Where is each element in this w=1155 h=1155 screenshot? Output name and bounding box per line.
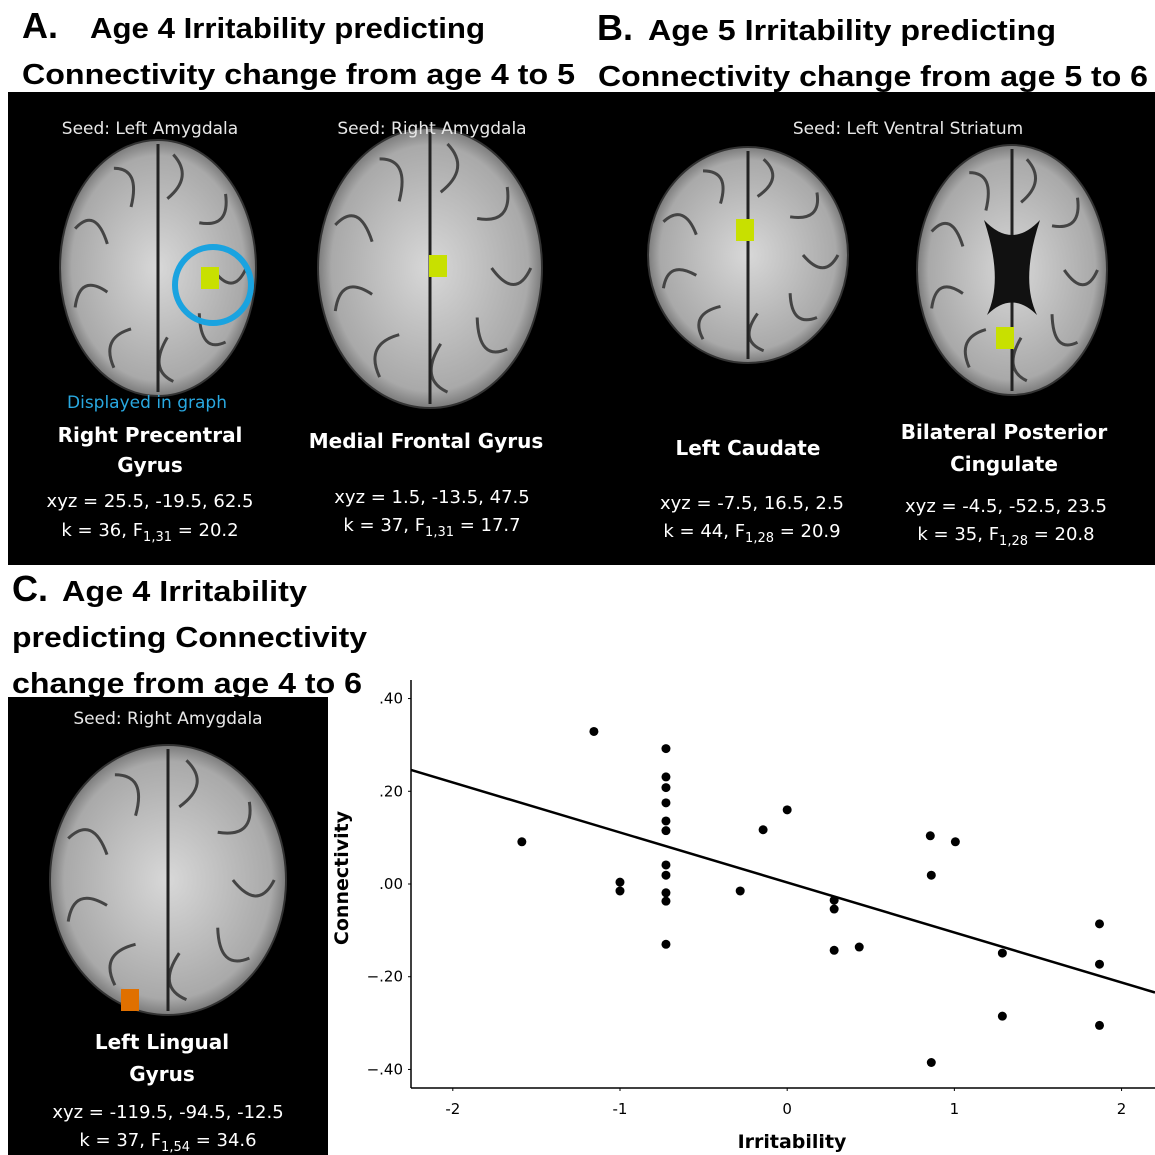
k-text: k = 44, F (663, 521, 745, 542)
activation-cluster (996, 327, 1014, 349)
activation-cluster (429, 255, 447, 277)
subscript: 1,31 (425, 525, 454, 540)
data-point (615, 886, 624, 895)
k-text: k = 35, F (917, 524, 999, 545)
coordinates: xyz = 1.5, -13.5, 47.5 (334, 487, 529, 508)
region-label: Medial Frontal Gyrus (309, 429, 544, 453)
data-point (830, 905, 839, 914)
fit-line (411, 770, 1155, 993)
panel-title: predicting Connectivity (12, 622, 367, 654)
data-point (661, 744, 670, 753)
y-axis-label: Connectivity (331, 810, 353, 945)
panel-title: Age 4 Irritability (62, 576, 307, 608)
data-point (661, 772, 670, 781)
data-point (927, 1058, 936, 1067)
coordinates: xyz = -7.5, 16.5, 2.5 (660, 493, 844, 514)
x-tick-label: 2 (1117, 1100, 1127, 1118)
panel-title: Connectivity change from age 4 to 5 (22, 59, 575, 91)
panel-letter: C. (12, 568, 48, 609)
y-tick-label: −.20 (367, 968, 403, 986)
scatter-chart: Irritability Connectivity .40 .20 .00 −.20 −… (331, 680, 1155, 1153)
region-label: Cingulate (950, 452, 1058, 476)
data-point (615, 878, 624, 887)
data-point (830, 946, 839, 955)
y-tick-label: −.40 (367, 1060, 403, 1078)
region-label: Left Lingual (95, 1030, 229, 1054)
data-point (589, 727, 598, 736)
seed-label: Seed: Left Amygdala (62, 119, 238, 139)
seed-label: Seed: Left Ventral Striatum (793, 119, 1023, 139)
coordinates: xyz = -119.5, -94.5, -12.5 (52, 1102, 283, 1123)
f-value: = 20.2 (172, 520, 239, 541)
region-label: Right Precentral (58, 423, 243, 447)
region-label: Gyrus (117, 453, 182, 477)
data-point (926, 831, 935, 840)
data-point (661, 798, 670, 807)
data-point (661, 888, 670, 897)
subscript: 1,54 (161, 1140, 190, 1155)
data-point (517, 837, 526, 846)
figure: A. Age 4 Irritability predicting Connect… (0, 0, 1155, 1155)
f-value: = 20.8 (1028, 524, 1095, 545)
graph-note: Displayed in graph (67, 393, 227, 413)
data-point (998, 949, 1007, 958)
data-point (661, 871, 670, 880)
f-value: = 20.9 (774, 521, 841, 542)
coordinates: xyz = -4.5, -52.5, 23.5 (905, 496, 1107, 517)
data-point (951, 837, 960, 846)
f-value: = 17.7 (454, 515, 521, 536)
data-point (661, 826, 670, 835)
panel-title: Connectivity change from age 5 to 6 (598, 61, 1148, 93)
data-point (736, 886, 745, 895)
data-point (830, 896, 839, 905)
data-point (759, 825, 768, 834)
data-point (783, 805, 792, 814)
activation-cluster (121, 989, 139, 1011)
k-text: k = 36, F (61, 520, 143, 541)
data-point (1095, 1021, 1104, 1030)
panel-letter: A. (22, 5, 58, 46)
k-text: k = 37, F (79, 1130, 161, 1151)
data-point (661, 783, 670, 792)
panel-title: Age 4 Irritability predicting (90, 13, 485, 45)
subscript: 1,31 (143, 530, 172, 545)
f-value: = 34.6 (190, 1130, 257, 1151)
data-point (855, 943, 864, 952)
subscript: 1,28 (745, 531, 774, 546)
data-point (661, 816, 670, 825)
y-tick-label: .40 (379, 690, 403, 708)
k-text: k = 37, F (343, 515, 425, 536)
region-label: Bilateral Posterior (901, 420, 1108, 444)
x-tick-label: -1 (613, 1100, 628, 1118)
coordinates: xyz = 25.5, -19.5, 62.5 (47, 491, 254, 512)
x-tick-label: 0 (782, 1100, 792, 1118)
x-tick-label: -2 (445, 1100, 460, 1118)
subscript: 1,28 (999, 534, 1028, 549)
region-label: Left Caudate (676, 436, 821, 460)
seed-label: Seed: Right Amygdala (73, 709, 262, 729)
data-point (998, 1012, 1007, 1021)
seed-label: Seed: Right Amygdala (337, 119, 526, 139)
activation-cluster (736, 219, 754, 241)
data-point (1095, 960, 1104, 969)
panel-letter: B. (597, 7, 633, 48)
y-tick-label: .00 (379, 875, 403, 893)
data-point (661, 860, 670, 869)
panel-title: Age 5 Irritability predicting (648, 15, 1056, 47)
x-axis-label: Irritability (738, 1131, 847, 1153)
data-point (661, 940, 670, 949)
y-tick-label: .20 (379, 782, 403, 800)
data-point (927, 871, 936, 880)
data-point (1095, 919, 1104, 928)
x-tick-label: 1 (950, 1100, 960, 1118)
data-point (661, 897, 670, 906)
activation-cluster (201, 267, 219, 289)
region-label: Gyrus (129, 1062, 194, 1086)
panel-title: change from age 4 to 6 (12, 668, 362, 700)
